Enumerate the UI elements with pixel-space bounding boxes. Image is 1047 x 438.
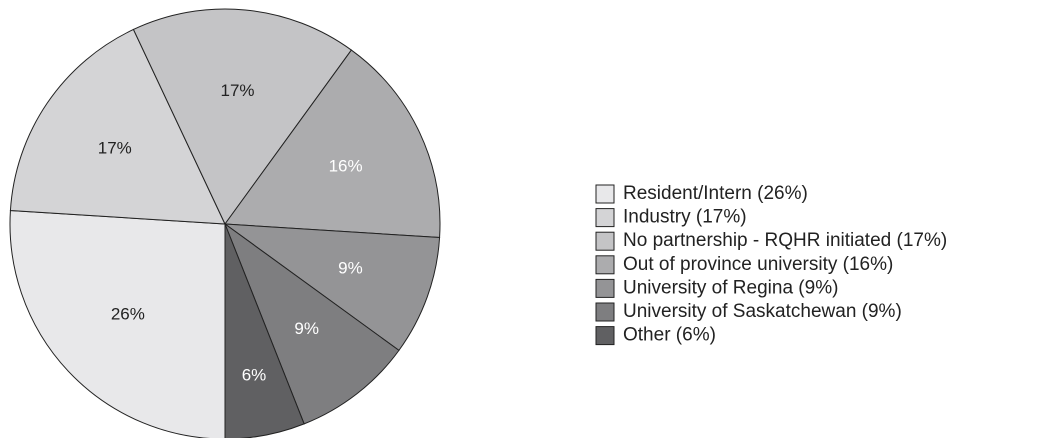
legend-label: Industry (17%) [623, 207, 747, 228]
legend-swatch [595, 255, 615, 275]
legend-label: Other (6%) [623, 325, 716, 346]
legend-swatch [595, 184, 615, 204]
data-label: 16% [329, 157, 363, 176]
legend-swatch [595, 208, 615, 228]
data-label: 26% [111, 305, 145, 324]
legend-label: No partnership - RQHR initiated (17%) [623, 230, 947, 251]
pie-slice [132, 8, 353, 225]
pie-slice [224, 223, 305, 438]
legend-swatch [595, 326, 615, 346]
legend-label: Resident/Intern (26%) [623, 183, 808, 204]
data-label: 17% [221, 81, 255, 100]
pie-slice [223, 223, 441, 352]
legend-swatch [595, 278, 615, 298]
legend-swatch [595, 302, 615, 322]
pie-slice [223, 222, 400, 425]
pie-slice [9, 28, 226, 225]
data-label: 17% [98, 139, 132, 158]
pie-slice [9, 209, 226, 438]
data-label: 9% [338, 259, 363, 278]
legend-label: Out of province university (16%) [623, 254, 893, 275]
data-label: 9% [294, 319, 319, 338]
pie-slice [224, 49, 441, 239]
legend-label: University of Saskatchewan (9%) [623, 301, 902, 322]
legend-swatch [595, 231, 615, 251]
data-label: 6% [242, 366, 267, 385]
legend-label: University of Regina (9%) [623, 277, 838, 298]
